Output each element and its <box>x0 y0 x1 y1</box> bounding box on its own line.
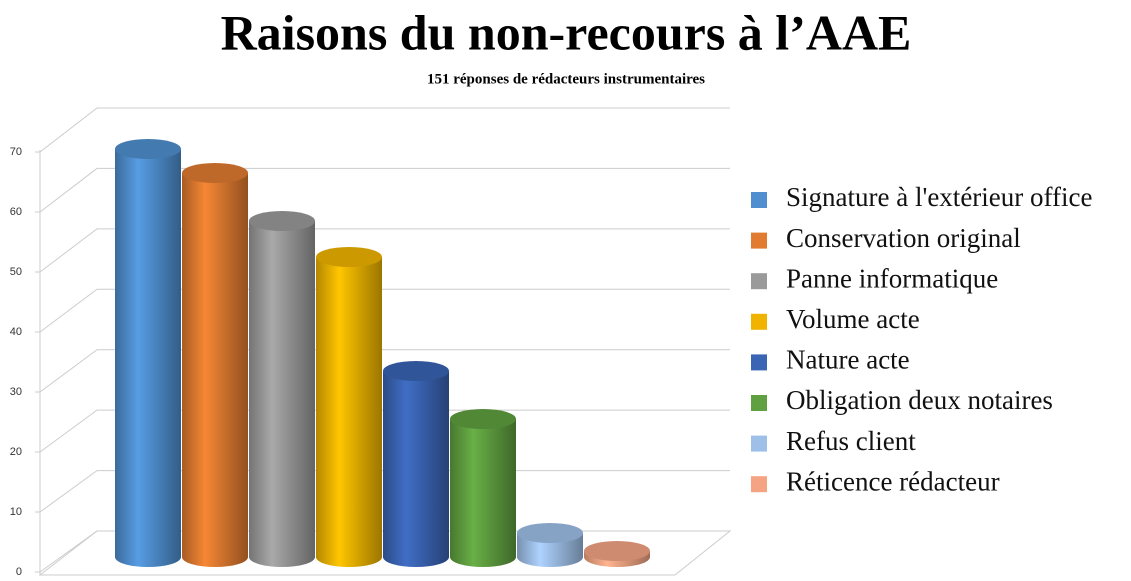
legend-label: Panne informatique <box>786 263 998 293</box>
grid-line <box>39 288 730 333</box>
chart-title: Raisons du non-recours à l’AAE <box>221 4 912 60</box>
legend-label: Refus client <box>786 426 916 456</box>
bar-top <box>115 139 181 159</box>
bar <box>383 361 449 567</box>
bar-body <box>316 257 382 567</box>
y-tick-label: 40 <box>10 326 22 338</box>
bar <box>249 211 315 567</box>
legend-swatch <box>751 313 767 330</box>
y-tick-label: 10 <box>10 506 22 518</box>
bar-body <box>182 173 248 567</box>
legend-swatch <box>751 192 767 208</box>
bar <box>450 409 516 567</box>
y-tick-label: 0 <box>16 566 22 578</box>
bar <box>517 523 583 567</box>
legend-swatch <box>751 395 767 411</box>
grid-line <box>39 470 730 513</box>
bar-top <box>517 523 583 543</box>
legend-label: Réticence rédacteur <box>786 466 1000 496</box>
y-tick-label: 70 <box>10 146 22 158</box>
grid-line <box>39 228 730 273</box>
bar-body <box>249 221 315 567</box>
legend-swatch <box>751 435 767 452</box>
bar-top <box>316 247 382 267</box>
bar <box>584 541 650 567</box>
y-tick-label: 60 <box>10 206 22 218</box>
grid-line <box>39 349 730 393</box>
legend-swatch <box>751 232 767 249</box>
legend-label: Obligation deux notaires <box>786 385 1053 415</box>
legend-swatch <box>751 476 767 493</box>
bar-body <box>450 419 516 567</box>
bar-body <box>383 371 449 567</box>
legend-swatch <box>751 273 767 290</box>
y-tick-label: 30 <box>10 386 22 398</box>
grid-line <box>39 409 730 453</box>
bar-top <box>450 409 516 429</box>
y-tick-label: 50 <box>10 266 22 278</box>
bar <box>182 163 248 567</box>
bar-body <box>115 149 181 567</box>
y-tick-label: 20 <box>10 446 22 458</box>
bar <box>115 139 181 567</box>
legend-label: Conservation original <box>786 223 1021 253</box>
bar-top <box>182 163 248 183</box>
legend-label: Nature acte <box>786 345 910 375</box>
bar-top <box>249 211 315 231</box>
grid-line <box>39 107 730 153</box>
bar-top <box>383 361 449 381</box>
bar <box>316 247 382 567</box>
legend-label: Volume acte <box>786 304 920 334</box>
bar-top <box>584 541 650 561</box>
chart-subtitle: 151 réponses de rédacteurs instrumentair… <box>427 71 705 87</box>
legend-label: Signature à l'extérieur office <box>786 182 1092 212</box>
grid-line <box>39 167 730 213</box>
legend-swatch <box>751 354 767 371</box>
